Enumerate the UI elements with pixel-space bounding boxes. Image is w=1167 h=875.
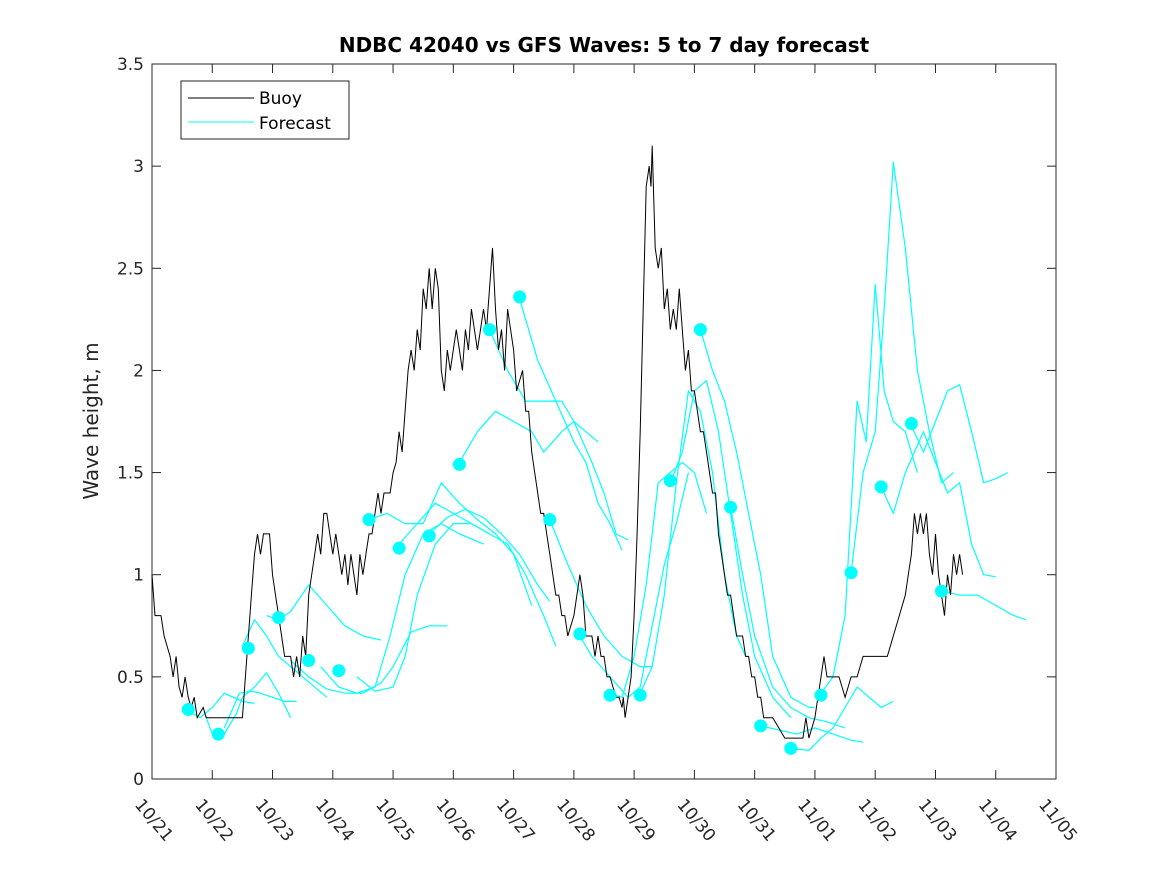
legend-forecast-label: Forecast [259, 114, 331, 134]
forecast-line [699, 329, 815, 709]
forecast-line [820, 284, 918, 694]
forecast-line [760, 725, 864, 743]
forecast-start-marker [272, 611, 286, 625]
y-tick-label: 3.5 [117, 55, 144, 75]
forecast-line [941, 590, 1027, 621]
forecast-start-marker [754, 719, 768, 733]
legend: Buoy Forecast [180, 80, 350, 140]
y-tick-label: 1.5 [117, 464, 144, 484]
forecast-line [910, 384, 1009, 484]
forecast-line [549, 519, 653, 668]
forecast-start-marker [603, 688, 617, 702]
forecast-line [519, 298, 623, 551]
forecast-line [609, 461, 708, 698]
forecast-start-marker [392, 541, 406, 555]
forecast-line [669, 380, 792, 719]
forecast-start-marker [513, 290, 527, 304]
forecast-start-marker [935, 584, 948, 598]
forecast-start-marker [362, 513, 376, 527]
forecast-start-marker [302, 654, 316, 667]
forecast-line [398, 502, 557, 647]
forecast-line [356, 522, 490, 692]
forecast-line [458, 410, 599, 463]
forecast-start-marker [724, 500, 738, 514]
forecast-start-marker [663, 474, 677, 488]
forecast-start-marker [573, 627, 587, 641]
forecast-line [428, 508, 551, 602]
forecast-start-marker [633, 688, 647, 702]
plot-area [151, 63, 1057, 780]
forecast-start-marker [814, 688, 828, 702]
legend-buoy-label: Buoy [259, 89, 302, 109]
y-tick-label: 2.5 [117, 259, 144, 279]
y-tick-label: 0 [133, 770, 144, 790]
forecast-start-marker [904, 417, 918, 430]
forecast-start-marker [874, 480, 888, 494]
forecast-line [320, 522, 484, 694]
forecast-start-marker [483, 323, 496, 337]
forecast-line [850, 161, 954, 573]
buoy-line [151, 145, 964, 739]
forecast-start-marker [422, 529, 436, 543]
forecast-start-marker [693, 323, 707, 337]
forecast-start-marker [332, 664, 346, 678]
y-tick-label: 2 [133, 361, 144, 381]
forecast-start-marker [784, 741, 798, 755]
y-tick-label: 3 [133, 157, 144, 177]
forecast-start-marker [181, 703, 195, 716]
chart-title: NDBC 42040 vs GFS Waves: 5 to 7 day fore… [339, 33, 870, 57]
y-axis-label: Wave height, m [79, 342, 103, 499]
forecast-line [241, 619, 328, 698]
forecast-start-marker [452, 457, 466, 471]
forecast-line [368, 482, 533, 606]
forecast-line [223, 690, 297, 729]
forecast-line [730, 507, 846, 729]
forecast-start-marker [844, 566, 858, 580]
y-tick-label: 1 [133, 566, 144, 586]
y-tick-label: 0.5 [117, 668, 144, 688]
forecast-start-marker [241, 641, 255, 655]
forecast-start-marker [543, 513, 557, 527]
y-axis: 0 0.5 1 1.5 2 2.5 3 3.5 [117, 55, 1056, 790]
series-group [151, 145, 1027, 755]
forecast-line [639, 390, 747, 694]
forecast-start-marker [211, 727, 225, 741]
forecast-line [790, 686, 894, 752]
forecast-line [579, 472, 689, 698]
legend-box [180, 80, 350, 140]
forecast-line [880, 431, 996, 578]
